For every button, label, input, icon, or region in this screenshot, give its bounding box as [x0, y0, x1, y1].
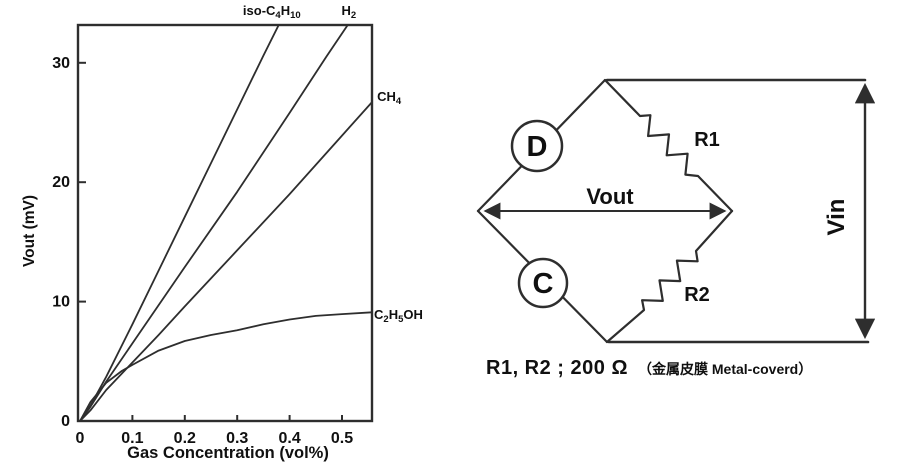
- series-label-iso-C4H10: iso-C4H10: [243, 3, 301, 21]
- compensator-label: C: [533, 268, 554, 300]
- x-tick-label: 0.1: [121, 430, 143, 447]
- detector-label: D: [527, 131, 548, 163]
- gas-sensitivity-chart: 0 0.1 0.2 0.3 0.4 0.5 0 10 20 30 Gas Concentration…: [21, 3, 423, 462]
- series-label-C2H5OH: C2H5OH: [374, 307, 423, 325]
- series-line-H2: [79, 25, 349, 421]
- series-line-CH4: [79, 101, 372, 421]
- resistor-caption-value: R1, R2 ; 200 Ω: [486, 357, 628, 379]
- x-axis-title: Gas Concentration (vol%): [127, 444, 329, 462]
- y-tick-label: 0: [61, 413, 70, 430]
- wheatstone-bridge-diagram: D C R1 R2 Vout Vin: [476, 78, 876, 344]
- series-label-CH4: CH4: [377, 89, 402, 107]
- resistor-caption: R1, R2 ; 200 Ω （金属皮膜 Metal-coverd）: [486, 357, 812, 380]
- detector-element-circle: [510, 119, 564, 173]
- x-tick-label: 0.3: [226, 430, 248, 447]
- y-tick-label: 20: [52, 174, 70, 191]
- x-tick-label: 0.4: [278, 430, 300, 447]
- series-label-H2: H2: [341, 3, 356, 21]
- y-tick-label: 30: [52, 55, 70, 72]
- r1-label: R1: [694, 129, 720, 151]
- resistor-caption-note: （金属皮膜 Metal-coverd）: [637, 361, 813, 377]
- x-tick-label: 0: [76, 430, 85, 447]
- y-axis-title: Vout (mV): [21, 195, 38, 267]
- plot-frame: [76, 23, 374, 423]
- vout-label: Vout: [586, 184, 634, 209]
- resistor-r2-zigzag: [605, 209, 734, 344]
- vin-label: Vin: [823, 199, 850, 236]
- x-tick-label: 0.5: [331, 430, 353, 447]
- compensator-element-circle: [517, 257, 569, 309]
- x-tick-label: 0.2: [174, 430, 196, 447]
- series-line-C2H5OH: [79, 311, 372, 421]
- r2-label: R2: [684, 284, 710, 306]
- resistor-r1-zigzag: [603, 78, 734, 213]
- series-line-iso-C4H10: [79, 25, 280, 421]
- y-tick-label: 10: [52, 294, 70, 311]
